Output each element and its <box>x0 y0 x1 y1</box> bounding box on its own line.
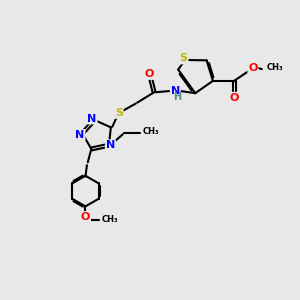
Text: CH₃: CH₃ <box>266 63 283 72</box>
Text: CH₃: CH₃ <box>142 127 159 136</box>
Text: O: O <box>248 63 258 73</box>
Text: N: N <box>87 113 97 124</box>
Text: H: H <box>173 92 181 102</box>
Text: CH₃: CH₃ <box>102 215 118 224</box>
Text: S: S <box>180 53 188 64</box>
Text: N: N <box>75 130 85 140</box>
Text: O: O <box>144 69 154 79</box>
Text: S: S <box>115 108 123 118</box>
Text: N: N <box>171 86 180 96</box>
Text: O: O <box>230 93 239 103</box>
Text: O: O <box>81 212 90 222</box>
Text: N: N <box>106 140 115 150</box>
